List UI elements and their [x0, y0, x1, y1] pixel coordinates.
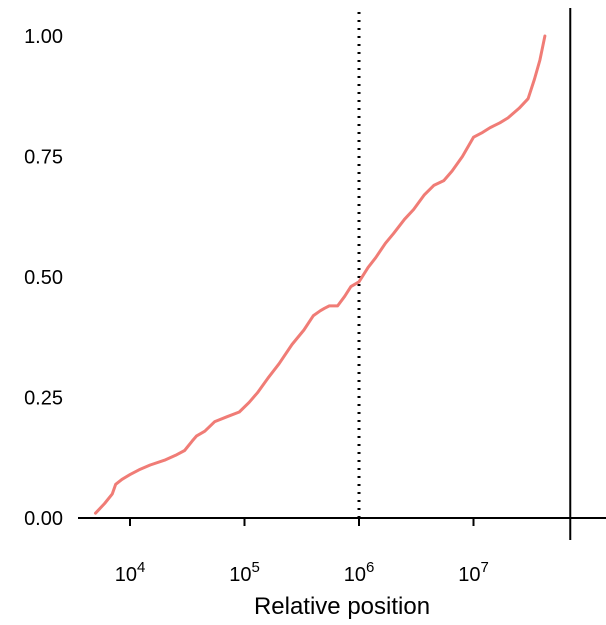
y-tick-label: 0.25 — [24, 388, 63, 410]
x-tick-base: 10 — [458, 564, 480, 586]
x-tick-base: 10 — [344, 564, 366, 586]
y-tick-label: 1.00 — [24, 26, 63, 48]
y-tick-label: 0.75 — [24, 147, 63, 169]
y-tick-label: 0.50 — [24, 267, 63, 289]
x-tick-base: 10 — [229, 564, 251, 586]
x-axis-ticks: 104 105 106 107 — [115, 518, 489, 586]
x-tick-label: 105 — [229, 559, 260, 586]
y-tick-label: 0.00 — [24, 508, 63, 530]
x-tick-label: 107 — [458, 559, 489, 586]
x-tick-exponent: 4 — [137, 559, 145, 576]
x-axis-title: Relative position — [254, 593, 430, 620]
series-layer — [94, 34, 547, 515]
x-tick-exponent: 6 — [366, 559, 374, 576]
x-tick-exponent: 5 — [251, 559, 259, 576]
x-tick-exponent: 7 — [480, 559, 488, 576]
y-axis-tick-labels: 0.00 0.25 0.50 0.75 1.00 — [24, 26, 63, 530]
x-tick-base: 10 — [115, 564, 137, 586]
x-tick-label: 104 — [115, 559, 146, 586]
series-line — [94, 34, 547, 515]
reference-lines — [357, 8, 572, 540]
x-tick-label: 106 — [344, 559, 375, 586]
